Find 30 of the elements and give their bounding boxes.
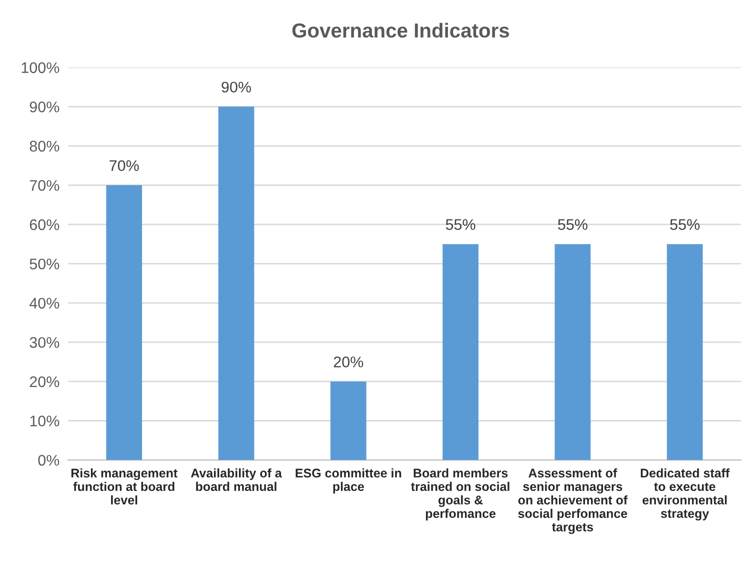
data-label: 90% [222, 82, 251, 93]
x-tick-label: ESG committee in place [296, 468, 402, 494]
bar [218, 106, 254, 460]
y-tick-label: 30% [30, 337, 60, 348]
data-label: 70% [110, 160, 139, 172]
bar [666, 244, 703, 460]
y-tick-label: 60% [30, 219, 60, 230]
x-tick-label: Risk management function at board level [71, 468, 178, 505]
y-tick-label: 10% [30, 416, 60, 426]
y-tick-label: 0% [38, 454, 60, 466]
y-tick-label: 20% [30, 376, 60, 388]
x-tick-label: Availability of a board manual [190, 468, 282, 491]
chart-title: Governance Indicators [292, 22, 509, 38]
y-tick-label: 80% [30, 140, 60, 152]
bar [106, 185, 142, 460]
y-tick-label: 70% [30, 180, 60, 191]
x-tick-label: Assessment of senior managers on achievement of social perfomance targets [518, 468, 628, 534]
data-label: 55% [558, 219, 588, 230]
bar [442, 244, 478, 460]
data-label: 20% [334, 356, 364, 368]
bar [554, 244, 591, 460]
x-tick-label: Board members trained on social goals & perfomance [411, 468, 510, 520]
data-label: 55% [670, 219, 700, 230]
data-label: 55% [446, 219, 476, 230]
bar [330, 381, 366, 460]
x-tick-label: Dedicated staff to execute environmental strategy [640, 468, 730, 520]
y-tick-label: 100% [22, 62, 60, 74]
y-tick-label: 50% [30, 258, 60, 270]
y-tick-label: 90% [30, 102, 60, 112]
y-tick-label: 40% [29, 298, 60, 309]
